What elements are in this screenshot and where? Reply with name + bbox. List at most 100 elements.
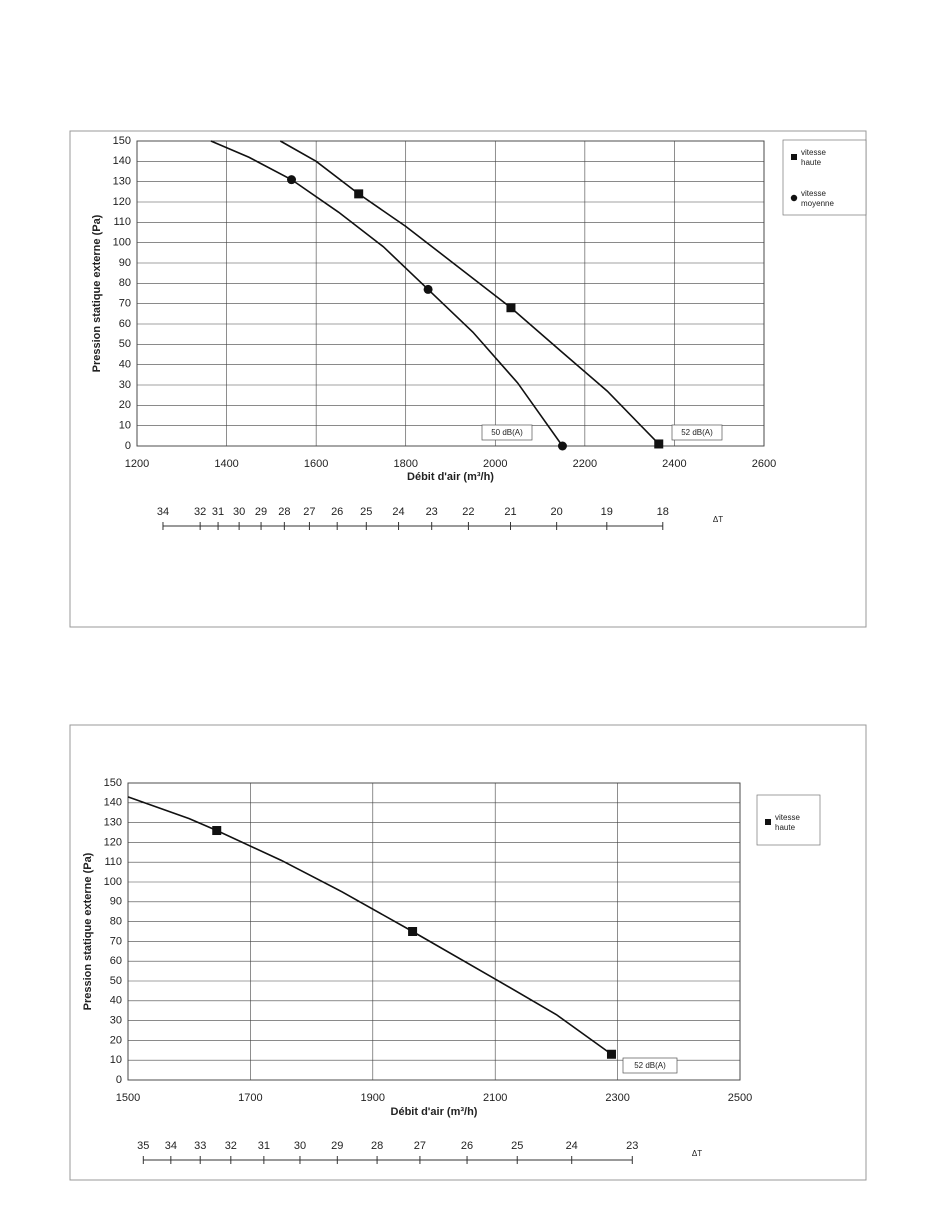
curve	[210, 140, 564, 447]
dt-tick-label: 35	[137, 1140, 149, 1152]
dt-tick-label: 26	[461, 1140, 473, 1152]
dt-tick-label: 27	[414, 1140, 426, 1152]
y-tick-label: 60	[119, 318, 131, 330]
y-tick-label: 130	[104, 817, 122, 829]
dt-tick-label: 23	[426, 506, 438, 518]
y-tick-label: 150	[113, 135, 131, 147]
y-tick-label: 0	[125, 440, 131, 452]
x-tick-label: 2000	[483, 458, 507, 470]
y-tick-label: 50	[110, 975, 122, 987]
dt-tick-label: 21	[504, 506, 516, 518]
annotation: 50 dB(A)	[491, 428, 523, 437]
dt-tick-label: 33	[194, 1140, 206, 1152]
x-tick-label: 2100	[483, 1092, 507, 1104]
dt-tick-label: 23	[626, 1140, 638, 1152]
y-tick-label: 100	[104, 876, 122, 888]
x-axis-label: Débit d'air (m³/h)	[407, 471, 494, 483]
plot-area	[136, 140, 765, 447]
dt-tick-label: 34	[165, 1140, 177, 1152]
y-tick-label: 110	[113, 216, 131, 228]
x-tick-label: 1600	[304, 458, 328, 470]
y-axis-label: Pression statique externe (Pa)	[91, 214, 103, 372]
marker	[654, 439, 664, 449]
dt-tick-label: 30	[233, 506, 245, 518]
legend-box	[782, 139, 867, 216]
x-tick-label: 2500	[728, 1092, 752, 1104]
dt-tick-label: 31	[212, 506, 224, 518]
dt-tick-label: 24	[392, 506, 404, 518]
y-tick-label: 20	[110, 1034, 122, 1046]
y-tick-label: 50	[119, 338, 131, 350]
x-tick-label: 2200	[573, 458, 597, 470]
dt-tick-label: 32	[194, 506, 206, 518]
y-tick-label: 30	[119, 379, 131, 391]
y-tick-label: 130	[113, 176, 131, 188]
legend-marker	[791, 154, 797, 160]
marker	[423, 284, 433, 294]
legend-label: vitesse haute	[775, 813, 802, 832]
dt-tick-label: 20	[551, 506, 563, 518]
x-tick-label: 2300	[605, 1092, 629, 1104]
legend-marker	[790, 194, 798, 202]
dt-tick-label: 32	[225, 1140, 237, 1152]
y-tick-label: 90	[119, 257, 131, 269]
marker	[606, 1049, 616, 1059]
frame	[69, 724, 867, 1181]
y-tick-label: 90	[110, 896, 122, 908]
dt-tick-label: 28	[278, 506, 290, 518]
dt-tick-label: 19	[601, 506, 613, 518]
y-tick-label: 0	[116, 1074, 122, 1086]
annotation: 52 dB(A)	[681, 428, 713, 437]
marker	[287, 175, 297, 185]
y-tick-label: 40	[110, 995, 122, 1007]
y-tick-label: 60	[110, 955, 122, 967]
y-tick-label: 70	[110, 935, 122, 947]
dt-tick-label: 28	[371, 1140, 383, 1152]
x-tick-label: 1200	[125, 458, 149, 470]
x-tick-label: 1900	[361, 1092, 385, 1104]
dt-tick-label: 26	[331, 506, 343, 518]
y-tick-label: 30	[110, 1015, 122, 1027]
marker	[408, 927, 418, 936]
dt-tick-label: 29	[255, 506, 267, 518]
dt-tick-label: 24	[566, 1140, 578, 1152]
y-tick-label: 140	[113, 155, 131, 167]
dt-tick-label: 29	[331, 1140, 343, 1152]
dt-tick-label: 30	[294, 1140, 306, 1152]
annotation-box	[481, 424, 533, 441]
dt-tick-label: 25	[360, 506, 372, 518]
legend-label: vitesse moyenne	[801, 189, 834, 208]
y-tick-label: 40	[119, 359, 131, 371]
legend-label: vitesse haute	[801, 148, 828, 167]
y-tick-label: 80	[110, 916, 122, 928]
frame	[69, 130, 867, 628]
x-tick-label: 1800	[393, 458, 417, 470]
dt-label: ΔT	[692, 1149, 702, 1158]
x-tick-label: 2400	[662, 458, 686, 470]
curve	[127, 796, 612, 1055]
y-tick-label: 20	[119, 399, 131, 411]
dt-tick-label: 22	[462, 506, 474, 518]
dt-tick-label: 31	[258, 1140, 270, 1152]
marker	[557, 441, 567, 451]
dt-label: ΔT	[713, 515, 723, 524]
y-tick-label: 110	[104, 856, 122, 868]
y-tick-label: 140	[104, 797, 122, 809]
curve	[279, 140, 660, 445]
annotation: 52 dB(A)	[634, 1061, 666, 1070]
y-tick-label: 150	[104, 777, 122, 789]
y-tick-label: 10	[110, 1054, 122, 1066]
y-tick-label: 100	[113, 237, 131, 249]
plot-area	[127, 782, 741, 1081]
x-tick-label: 1500	[116, 1092, 140, 1104]
y-tick-label: 70	[119, 298, 131, 310]
dt-tick-label: 27	[303, 506, 315, 518]
x-axis-label: Débit d'air (m³/h)	[391, 1106, 478, 1118]
annotation-box	[671, 424, 723, 441]
marker	[354, 189, 364, 199]
marker	[212, 826, 222, 836]
x-tick-label: 1700	[238, 1092, 262, 1104]
y-tick-label: 80	[119, 277, 131, 289]
y-tick-label: 10	[119, 420, 131, 432]
